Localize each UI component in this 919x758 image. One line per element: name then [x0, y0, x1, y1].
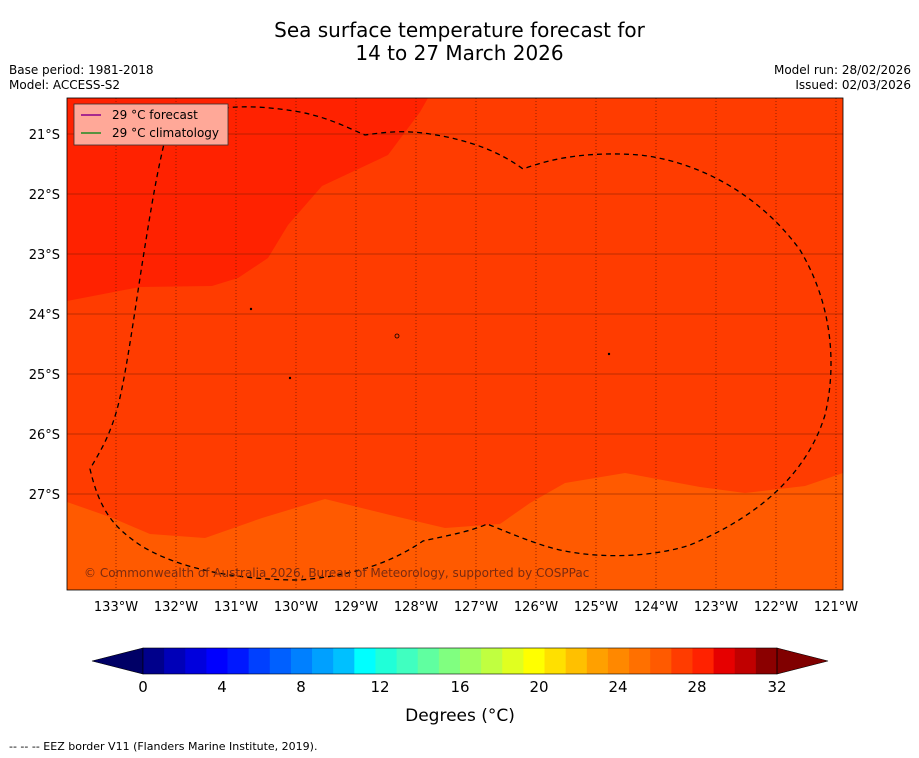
colorbar-segment [755, 648, 778, 674]
colorbar-segments [143, 648, 778, 674]
colorbar-segment [523, 648, 545, 674]
island [394, 333, 400, 339]
model-text: Model: ACCESS-S2 [9, 78, 121, 92]
islands [249, 307, 611, 380]
meta-right: Model run: 28/02/2026 Issued: 02/03/2026 [774, 63, 911, 93]
legend-box [73, 103, 229, 146]
colorbar-segment [713, 648, 736, 674]
colorbar-segment [607, 648, 630, 674]
colorbar-frame [142, 647, 778, 675]
lon-label: 126°W [514, 600, 558, 615]
colorbar-tick-label: 4 [217, 678, 227, 696]
colorbar-tick-label: 24 [608, 678, 627, 696]
colorbar-segment [671, 648, 693, 674]
lon-label: 131°W [214, 600, 258, 615]
colorbar-under-extension [91, 647, 144, 675]
lon-label: 124°W [634, 600, 678, 615]
colorbar-segment [269, 648, 292, 674]
colorbar-segment [438, 648, 461, 674]
title-line-2: 14 to 27 March 2026 [355, 41, 564, 65]
map-panel: © Commonwealth of Australia 2026, Bureau… [67, 98, 843, 590]
colorbar-tick-label: 32 [767, 678, 786, 696]
colorbar-segment [734, 648, 757, 674]
island [607, 352, 611, 356]
eez-border [89, 106, 832, 581]
colorbar-tick-label: 20 [529, 678, 548, 696]
lat-label: 23°S [29, 248, 60, 263]
issued-text: Issued: 02/03/2026 [795, 78, 911, 92]
title-line-1: Sea surface temperature forecast for [274, 18, 645, 42]
colorbar-segment [460, 648, 482, 674]
colorbar-segment [396, 648, 419, 674]
sst-region-above-29 [67, 98, 428, 301]
map-legend: 29 °C forecast 29 °C climatology [73, 103, 229, 146]
meta-left: Base period: 1981-2018 Model: ACCESS-S2 [9, 63, 154, 93]
lat-label: 25°S [29, 368, 60, 383]
base-period-text: Base period: 1981-2018 [9, 63, 154, 77]
lon-label: 127°W [454, 600, 498, 615]
lat-label: 22°S [29, 188, 60, 203]
eez-footnote: -- -- -- EEZ border V11 (Flanders Marine… [9, 740, 318, 753]
colorbar-segment [354, 648, 376, 674]
colorbar-ticks: 0 4 8 12 16 20 24 28 32 [138, 678, 786, 696]
colorbar-segment [502, 648, 524, 674]
colorbar-segment [227, 648, 250, 674]
colorbar-segment [544, 648, 567, 674]
colorbar-segment [312, 648, 334, 674]
colorbar-segment [417, 648, 440, 674]
lat-label: 27°S [29, 488, 60, 503]
sst-region-27-28 [67, 473, 843, 590]
legend-climatology-label: 29 °C climatology [112, 126, 219, 140]
colorbar-title: Degrees (°C) [405, 706, 515, 726]
lon-label: 121°W [814, 600, 858, 615]
island [288, 376, 292, 380]
colorbar-segment [692, 648, 714, 674]
colorbar-segment [290, 648, 313, 674]
lon-label: 133°W [94, 600, 138, 615]
colorbar-segment [650, 648, 672, 674]
colorbar-segment [164, 648, 186, 674]
chart-title: Sea surface temperature forecast for 14 … [0, 19, 919, 65]
lon-label: 128°W [394, 600, 438, 615]
lat-label: 21°S [29, 128, 60, 143]
copyright-text: © Commonwealth of Australia 2026, Bureau… [84, 566, 589, 580]
colorbar-segment [481, 648, 503, 674]
lat-label: 26°S [29, 428, 60, 443]
colorbar-segment [375, 648, 397, 674]
lon-label: 125°W [574, 600, 618, 615]
colorbar-tick-label: 16 [450, 678, 469, 696]
lon-axis-labels: 133°W 132°W 131°W 130°W 129°W 128°W 127°… [94, 600, 858, 615]
colorbar-segment [333, 648, 355, 674]
colorbar-tick-label: 0 [138, 678, 148, 696]
legend-forecast-label: 29 °C forecast [112, 108, 198, 122]
model-run-text: Model run: 28/02/2026 [773, 63, 911, 77]
lon-label: 130°W [274, 600, 318, 615]
colorbar-segment [206, 648, 228, 674]
lat-axis-labels: 21°S 22°S 23°S 24°S 25°S 26°S 27°S [29, 128, 60, 503]
colorbar-tick-label: 8 [296, 678, 306, 696]
lon-label: 123°W [694, 600, 738, 615]
colorbar-segment [143, 648, 165, 674]
lat-label: 24°S [29, 308, 60, 323]
island [249, 307, 253, 311]
colorbar-segment [586, 648, 609, 674]
colorbar-segment [248, 648, 271, 674]
colorbar-tick-label: 28 [687, 678, 706, 696]
map-frame [66, 97, 844, 591]
lon-label: 122°W [754, 600, 798, 615]
lon-label: 132°W [154, 600, 198, 615]
colorbar-segment [629, 648, 651, 674]
lon-label: 129°W [334, 600, 378, 615]
colorbar: 0 4 8 12 16 20 24 28 32 Degrees (°C) [91, 647, 829, 726]
colorbar-segment [565, 648, 588, 674]
colorbar-tick-label: 12 [370, 678, 389, 696]
colorbar-segment [185, 648, 207, 674]
colorbar-over-extension [776, 647, 829, 675]
